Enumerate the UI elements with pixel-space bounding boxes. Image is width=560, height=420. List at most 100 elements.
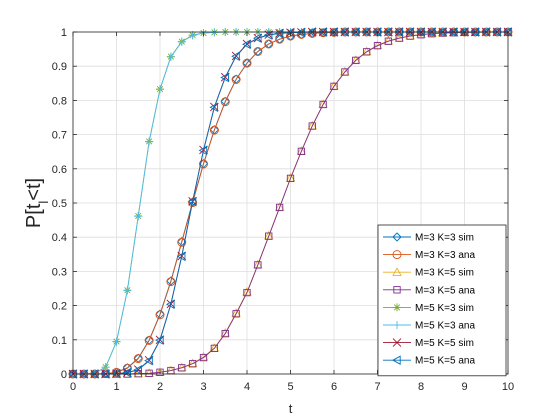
data-point-7-19 [274,28,284,39]
x-tick-label-10: 10 [502,381,514,393]
x-tick-label-9: 9 [461,381,467,393]
data-point-5-9 [166,52,175,61]
data-point-3-25 [341,68,349,76]
legend-item-7: M=5 K=5 ana [383,355,475,367]
x-tick-label-8: 8 [418,381,424,393]
data-point-3-10 [178,364,186,372]
x-tick-label-4: 4 [244,381,250,393]
y-tick-label-7: 0.7 [52,130,67,142]
data-point-3-11 [188,360,197,368]
y-tick-label-5: 0.5 [52,198,67,210]
data-point-1-12 [199,159,208,169]
legend-item-3: M=3 K=5 ana [383,285,475,296]
legend-label-5: M=5 K=3 ana [415,321,475,332]
legend-label-3: M=3 K=5 ana [415,285,475,296]
y-tick-label-0: 0 [61,369,67,381]
legend-marker-2 [392,267,402,276]
y-axis-label-subscript: l [36,201,51,204]
data-point-2-15 [231,308,241,317]
data-point-3-13 [210,344,219,352]
data-point-1-13 [209,125,219,135]
legend-marker-5 [393,321,401,329]
data-point-7-17 [252,33,262,43]
data-point-7-10 [176,251,186,262]
legend-marker-0 [392,232,402,242]
data-point-0-9 [166,276,176,286]
x-tick-label-0: 0 [70,381,76,393]
legend: M=3 K=3 sim M=3 K=3 ana M=3 K=5 sim M=3 K=5… [377,224,507,377]
data-point-3-22 [308,122,316,130]
data-point-1-17 [253,47,263,56]
data-point-7-15 [231,51,240,62]
data-point-7-8 [155,335,164,345]
data-point-2-16 [242,286,252,296]
data-point-7-18 [263,30,273,40]
data-point-1-15 [231,75,241,84]
data-point-5-4 [112,337,121,346]
x-tick-label-5: 5 [287,381,293,393]
legend-marker-6 [392,338,402,347]
data-point-3-21 [297,147,306,156]
legend-marker-7 [392,355,401,365]
data-point-3-15 [232,310,240,318]
legend-label-4: M=5 K=3 sim [415,303,474,314]
data-point-5-5 [123,286,132,295]
legend-box [377,224,507,377]
data-point-1-9 [166,277,176,287]
data-point-3-12 [199,353,208,362]
data-point-3-29 [384,37,393,45]
legend-label-6: M=5 K=5 sim [415,338,474,349]
data-point-3-23 [319,100,327,109]
axis-ticks: 0 1 2 3 4 5 6 7 8 9 10 0 0.1 0.2 0.3 0.4 0.5 0.6 0.7 0.8 0.9… [52,27,514,393]
data-point-1-6 [133,354,143,364]
data-point-3-17 [254,261,262,269]
data-point-5-3 [101,363,110,372]
legend-item-1: M=3 K=3 ana [383,250,475,261]
data-point-1-11 [188,198,198,208]
legend-item-5: M=5 K=3 ana [383,321,475,332]
y-tick-label-1: 0.1 [52,335,67,347]
data-point-1-7 [144,336,154,345]
data-point-3-16 [243,288,251,297]
data-point-3-14 [221,329,229,338]
y-tick-label-4: 0.4 [52,232,67,244]
data-point-7-9 [165,299,175,309]
data-point-1-14 [220,97,230,107]
legend-label-2: M=3 K=5 sim [415,268,474,279]
legend-label-1: M=3 K=3 ana [415,250,475,261]
data-point-3-7 [145,369,153,377]
data-point-3-8 [156,368,164,376]
y-axis-label: P[tl<t] [23,178,51,228]
data-point-5-8 [156,85,164,94]
data-point-3-20 [286,174,295,183]
legend-item-2: M=3 K=5 sim [383,267,474,279]
data-point-1-8 [155,310,165,320]
data-point-3-28 [373,42,382,50]
legend-marker-4 [393,303,401,312]
data-point-3-19 [275,203,284,212]
data-point-2-12 [198,351,209,361]
data-point-7-7 [144,355,153,366]
data-point-1-10 [177,237,187,247]
x-tick-label-1: 1 [113,381,119,393]
y-tick-label-2: 0.2 [52,301,67,313]
data-point-3-27 [362,48,371,56]
data-point-5-11 [188,31,197,40]
y-tick-label-9: 0.9 [52,61,67,73]
legend-label-7: M=5 K=5 ana [415,356,475,367]
y-tick-label-8: 0.8 [52,95,67,107]
data-point-3-26 [352,56,360,65]
data-point-3-24 [330,82,338,91]
data-point-7-14 [220,72,229,83]
data-point-5-10 [177,37,186,46]
legend-item-6: M=5 K=5 sim [383,338,474,349]
x-tick-label-7: 7 [374,381,380,393]
data-point-7-16 [242,39,251,50]
data-point-5-6 [134,212,143,221]
legend-item-0: M=3 K=3 sim [383,232,474,244]
y-axis-label-suffix: <t] [23,178,45,201]
data-point-1-16 [242,58,252,68]
data-point-7-12 [198,145,208,156]
legend-label-0: M=3 K=3 sim [415,233,474,244]
